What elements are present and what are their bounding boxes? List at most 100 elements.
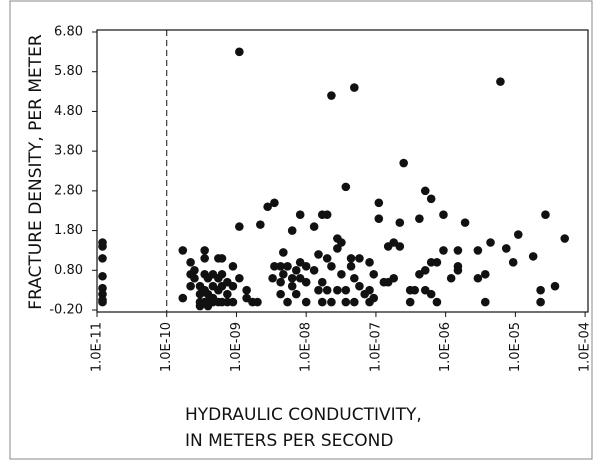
point	[501, 244, 511, 253]
point	[560, 234, 570, 243]
point	[314, 250, 323, 259]
point	[301, 277, 311, 287]
point	[317, 297, 327, 307]
point	[536, 297, 545, 307]
point	[473, 273, 483, 283]
point	[369, 293, 379, 303]
x-tick-label: 1.0E-11	[90, 322, 105, 372]
point	[327, 91, 336, 100]
frame	[9, 0, 593, 460]
point	[432, 258, 442, 267]
point	[322, 254, 332, 263]
point	[279, 269, 288, 279]
point	[186, 281, 195, 291]
point	[508, 258, 518, 267]
point	[228, 297, 238, 307]
point	[355, 281, 364, 291]
point	[291, 265, 301, 275]
point	[369, 269, 379, 279]
point	[314, 285, 323, 295]
point	[190, 265, 199, 275]
point	[327, 262, 336, 271]
point	[432, 297, 442, 307]
x-tick-label: 1.0E-05	[508, 322, 523, 372]
point	[395, 242, 405, 251]
point	[528, 252, 538, 261]
point	[228, 281, 238, 291]
point	[98, 297, 107, 307]
point	[346, 254, 356, 263]
x-tick-label: 1.0E-10	[159, 322, 174, 372]
x-tick-label: 1.0E-06	[438, 322, 453, 372]
point	[541, 210, 550, 219]
point	[253, 297, 262, 307]
point	[415, 214, 424, 223]
point	[446, 273, 456, 283]
point	[276, 289, 285, 299]
point	[287, 273, 297, 283]
point	[279, 248, 288, 257]
y-tick-label: 2.80	[54, 183, 83, 198]
y-tick-label: 0.80	[54, 263, 83, 278]
x-tick-label: 1.0E-08	[299, 322, 314, 372]
point	[283, 297, 292, 307]
point	[389, 238, 399, 247]
point	[186, 258, 195, 267]
point	[473, 246, 483, 255]
point	[496, 77, 505, 86]
point	[374, 198, 384, 208]
point	[98, 283, 107, 293]
point	[287, 281, 297, 291]
point	[439, 210, 448, 219]
point	[365, 285, 374, 295]
point	[178, 293, 188, 303]
point	[536, 285, 545, 295]
point	[223, 289, 232, 299]
point	[276, 262, 285, 271]
point	[337, 269, 346, 279]
point	[217, 269, 227, 279]
point	[98, 271, 107, 281]
point	[374, 214, 384, 223]
point	[228, 262, 238, 271]
point	[301, 262, 311, 271]
point	[217, 254, 227, 263]
point	[333, 285, 342, 295]
point	[395, 218, 405, 227]
y-axis-title: FRACTURE DENSITY, PER METER	[26, 34, 46, 310]
y-tick-label: -0.20	[49, 303, 83, 318]
point	[200, 246, 209, 255]
point	[268, 273, 277, 283]
point	[270, 198, 279, 208]
y-tick-label: 6.80	[54, 24, 83, 39]
point	[190, 273, 199, 283]
point	[242, 285, 251, 295]
point	[276, 277, 285, 287]
point	[480, 297, 490, 307]
point	[98, 289, 107, 299]
point	[178, 246, 188, 255]
y-tick-label: 5.80	[54, 64, 83, 79]
point	[420, 265, 430, 275]
point	[263, 202, 272, 212]
point	[322, 285, 332, 295]
point	[399, 158, 408, 168]
point	[317, 277, 327, 287]
point	[439, 246, 448, 255]
point	[301, 297, 311, 307]
point	[283, 262, 292, 271]
point	[235, 222, 244, 231]
x-axis-title: HYDRAULIC CONDUCTIVITY,	[185, 405, 422, 425]
point	[426, 194, 436, 204]
point	[98, 254, 107, 263]
x-tick-label: 1.0E-07	[368, 322, 383, 372]
point	[486, 238, 495, 247]
point	[341, 182, 351, 192]
x-tick-label: 1.0E-09	[229, 322, 244, 372]
point	[309, 265, 319, 275]
point	[309, 222, 319, 231]
point	[337, 238, 346, 247]
point	[235, 273, 244, 283]
